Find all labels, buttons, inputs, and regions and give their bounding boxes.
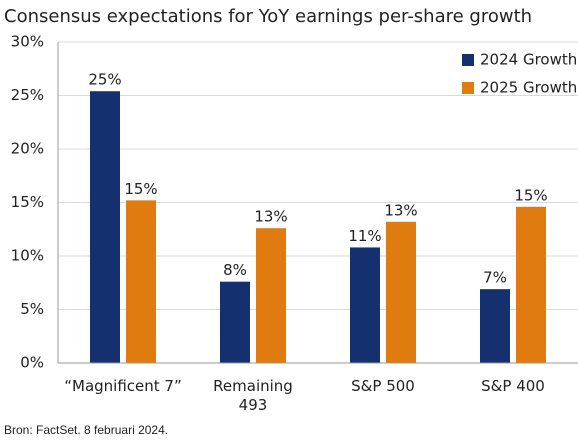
bar (90, 91, 120, 363)
legend-swatch (462, 82, 474, 94)
bar (480, 289, 510, 363)
source-note: Bron: FactSet. 8 februari 2024. (4, 423, 169, 437)
y-tick-label: 15% (11, 193, 44, 211)
y-tick-label: 10% (11, 247, 44, 265)
bar (126, 200, 156, 363)
x-tick-label: S&P 500 (351, 377, 415, 395)
bar (220, 281, 250, 363)
value-label: 13% (254, 208, 287, 226)
y-tick-label: 30% (11, 33, 44, 51)
value-label: 11% (348, 227, 381, 245)
bar (350, 247, 380, 363)
value-label: 25% (88, 71, 121, 89)
value-label: 7% (483, 269, 507, 287)
y-tick-label: 5% (20, 300, 44, 318)
bar (386, 221, 416, 363)
x-tick-label: Remaining 493 (213, 377, 293, 414)
value-label: 8% (223, 261, 247, 279)
value-label: 15% (124, 180, 157, 198)
chart-title: Consensus expectations for YoY earnings … (4, 6, 533, 27)
y-tick-label: 25% (11, 86, 44, 104)
x-tick-label: “Magnificent 7” (64, 377, 182, 395)
y-tick-label: 20% (11, 140, 44, 158)
bar (516, 206, 546, 363)
value-label: 13% (384, 201, 417, 219)
bar (256, 228, 286, 363)
value-label: 15% (514, 186, 547, 204)
x-tick-label: S&P 400 (481, 377, 545, 395)
y-tick-label: 0% (20, 354, 44, 372)
legend-label: 2024 Growth (480, 51, 577, 69)
legend-swatch (462, 54, 474, 66)
legend-label: 2025 Growth (480, 79, 577, 97)
